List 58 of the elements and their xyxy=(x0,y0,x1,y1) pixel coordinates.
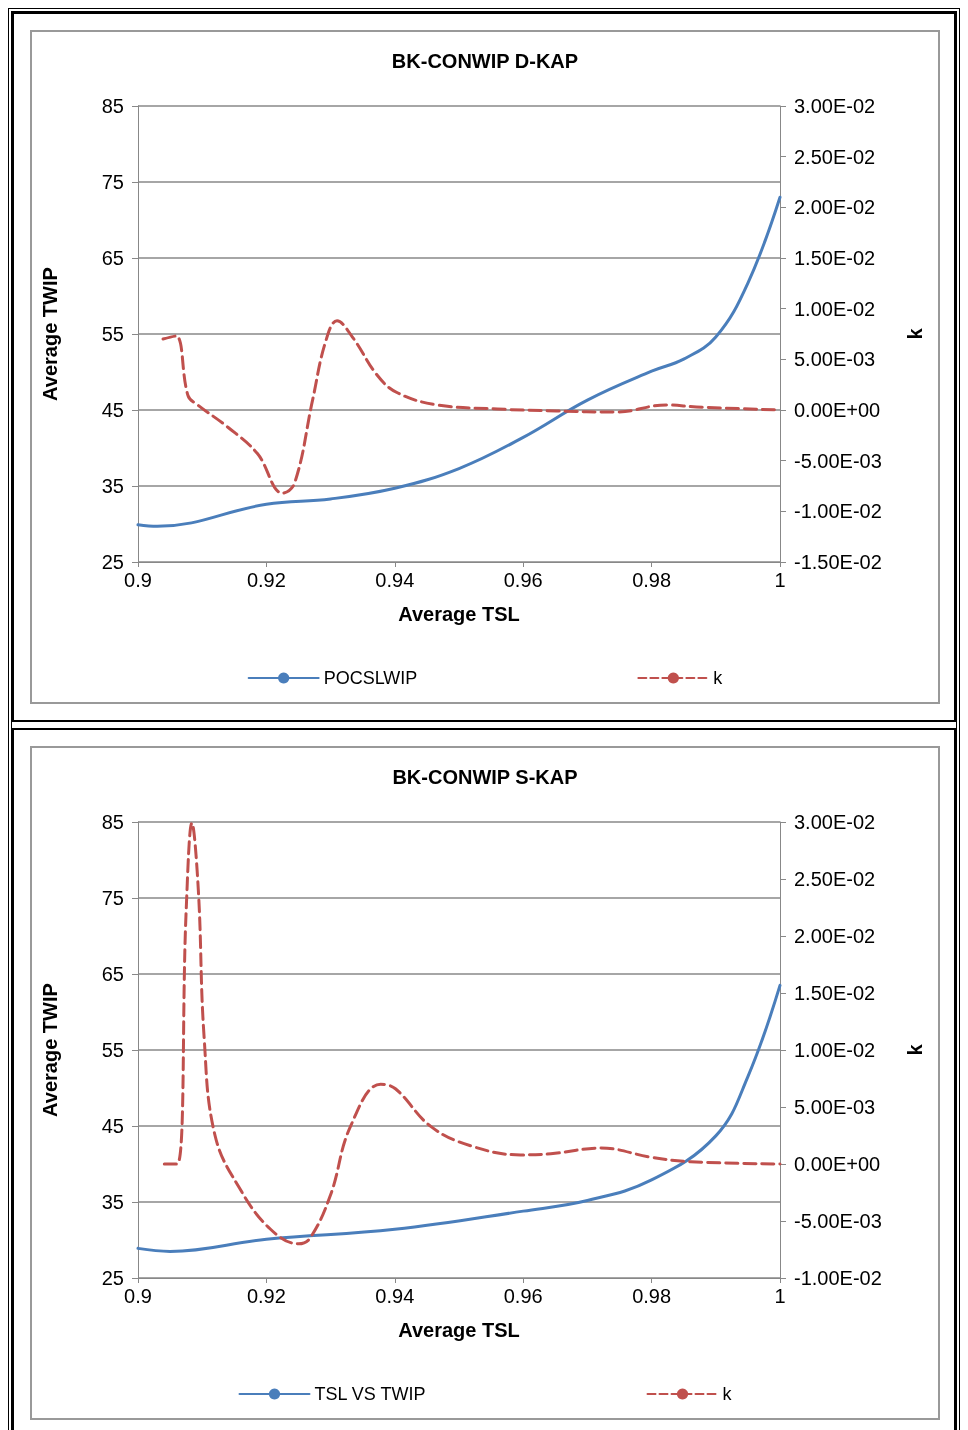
y-tick-label: 45 xyxy=(101,1115,124,1137)
chart-title: BK-CONWIP S-KAP xyxy=(392,766,578,788)
y2-tick-label: 0.00E+00 xyxy=(794,399,881,421)
y2-tick-label: 2.50E-02 xyxy=(794,868,876,890)
y-tick-label: 65 xyxy=(101,247,124,269)
chart-title: BK-CONWIP D-KAP xyxy=(391,50,579,72)
y2-tick-label: 5.00E-03 xyxy=(794,348,876,371)
line-series xyxy=(162,821,782,1246)
x-tick-label: 0.96 xyxy=(503,1285,543,1307)
y-tick-label: 75 xyxy=(101,171,124,193)
y2-tick-label: -1.00E-02 xyxy=(794,1267,882,1289)
x-tick-label: 0.9 xyxy=(124,1285,152,1307)
y-tick-label: 55 xyxy=(101,323,124,345)
y-tick-label: 55 xyxy=(101,1039,124,1061)
x-tick-label: 0.9 xyxy=(124,569,152,591)
y-tick-label: 25 xyxy=(101,1267,124,1289)
y2-tick-label: 1.00E-02 xyxy=(794,297,876,320)
x-tick-label: 0.92 xyxy=(246,569,286,591)
legend-label: k xyxy=(713,668,724,688)
legend-label: k xyxy=(722,1384,733,1404)
x-tick-label: 0.92 xyxy=(246,1285,286,1307)
y-tick-label: 45 xyxy=(101,399,124,421)
y2-axis-title: k xyxy=(904,327,926,340)
x-tick-label: 0.98 xyxy=(632,1285,672,1307)
x-tick-label: 0.94 xyxy=(375,569,415,591)
x-axis-title: Average TSL xyxy=(398,603,520,625)
x-tick-label: 0.96 xyxy=(503,569,543,591)
y-tick-label: 85 xyxy=(101,811,124,833)
y2-tick-label: 1.50E-02 xyxy=(794,982,876,1004)
y2-tick-label: 1.50E-02 xyxy=(794,247,876,269)
y2-tick-label: 0.00E+00 xyxy=(794,1153,881,1175)
y-axis-title: Average TWIP xyxy=(39,267,61,401)
y2-tick-label: -1.00E-02 xyxy=(794,500,882,523)
y-tick-label: 35 xyxy=(101,475,124,497)
y-axis-title: Average TWIP xyxy=(39,983,61,1117)
y2-tick-label: 2.00E-02 xyxy=(794,925,876,947)
y2-tick-label: 5.00E-03 xyxy=(794,1096,876,1118)
x-tick-label: 1 xyxy=(774,569,786,591)
x-tick-label: 1 xyxy=(774,1285,786,1307)
y2-tick-label: 2.50E-02 xyxy=(794,145,876,168)
y-tick-label: 85 xyxy=(101,95,124,117)
x-axis-title: Average TSL xyxy=(398,1319,520,1341)
y-tick-label: 35 xyxy=(101,1191,124,1213)
y2-tick-label: -5.00E-03 xyxy=(794,449,882,472)
y2-tick-label: 3.00E-02 xyxy=(794,95,876,117)
y-tick-label: 25 xyxy=(101,551,124,573)
y2-tick-label: 2.00E-02 xyxy=(794,196,876,219)
y2-tick-label: -1.50E-02 xyxy=(794,551,882,573)
legend-label: POCSLWIP xyxy=(323,668,418,688)
y2-tick-label: -5.00E-03 xyxy=(794,1210,882,1232)
legend-label: TSL VS TWIP xyxy=(314,1384,426,1404)
y2-tick-label: 3.00E-02 xyxy=(794,811,876,833)
y2-axis-title: k xyxy=(904,1043,926,1056)
y-tick-label: 75 xyxy=(101,887,124,909)
y-tick-label: 65 xyxy=(101,963,124,985)
x-tick-label: 0.94 xyxy=(375,1285,415,1307)
x-tick-label: 0.98 xyxy=(632,569,672,591)
y2-tick-label: 1.00E-02 xyxy=(794,1039,876,1061)
